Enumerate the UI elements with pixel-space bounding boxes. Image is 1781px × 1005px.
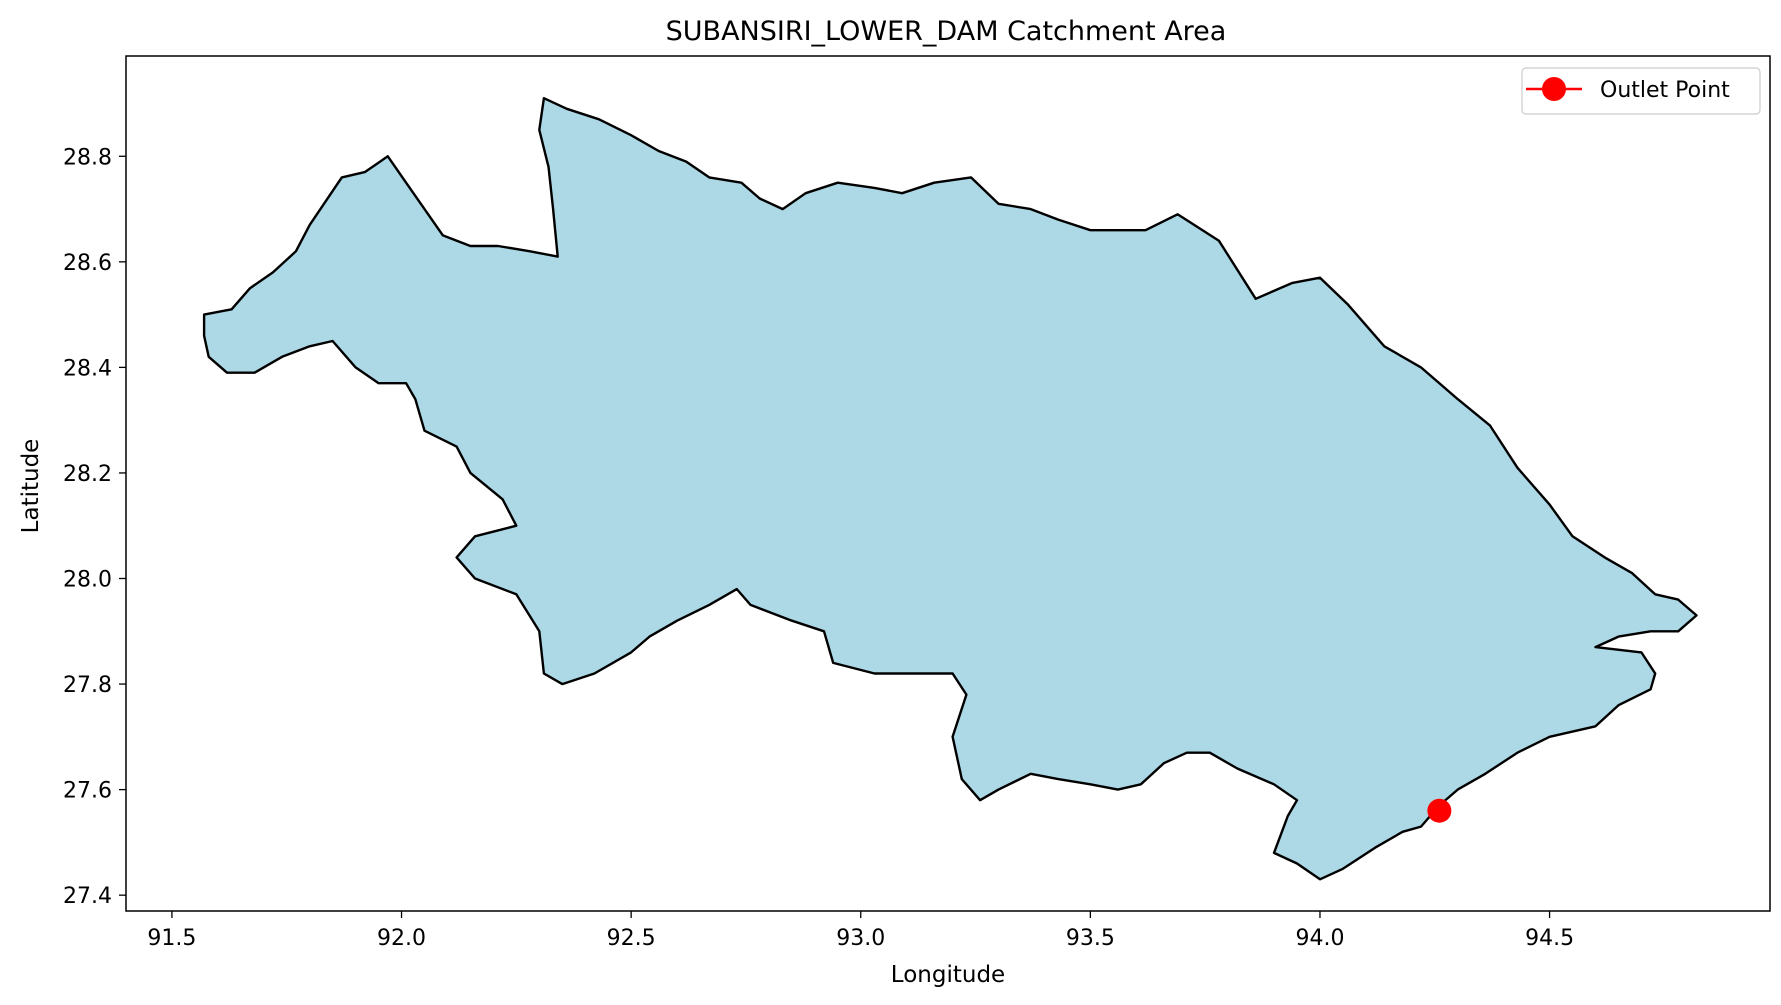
y-tick-label: 28.4 [63, 356, 112, 381]
axes-frame [125, 55, 1771, 912]
x-tick-label: 92.0 [377, 926, 426, 951]
y-tick-label: 27.4 [63, 884, 112, 909]
x-axis-ticks: 91.5 92.0 92.5 93.0 93.5 94.0 94.5 [147, 911, 1574, 951]
y-axis-ticks: 27.4 27.6 27.8 28.0 28.2 28.4 28.6 28.8 [63, 145, 126, 909]
y-tick-label: 27.8 [63, 673, 112, 698]
x-tick-label: 91.5 [147, 926, 196, 951]
legend-outlet-label: Outlet Point [1600, 78, 1730, 103]
y-tick-label: 28.6 [63, 251, 112, 276]
x-tick-label: 93.0 [836, 926, 885, 951]
y-axis-label: Latitude [18, 439, 44, 534]
x-axis-label: Longitude [891, 962, 1005, 988]
legend-outlet-marker [1542, 77, 1566, 101]
y-tick-label: 28.8 [63, 145, 112, 170]
plot-area [202, 97, 1698, 881]
y-tick-label: 28.0 [63, 568, 112, 593]
y-tick-label: 28.2 [63, 462, 112, 487]
outlet-point-marker [1427, 798, 1452, 823]
outlet-layer [1427, 798, 1452, 823]
legend-box [1521, 67, 1761, 115]
x-tick-label: 94.0 [1295, 926, 1344, 951]
y-tick-label: 27.6 [63, 779, 112, 804]
catchment-polygon [202, 97, 1698, 881]
x-tick-label: 93.5 [1066, 926, 1115, 951]
x-tick-label: 92.5 [607, 926, 656, 951]
x-tick-label: 94.5 [1525, 926, 1574, 951]
chart-title: SUBANSIRI_LOWER_DAM Catchment Area [666, 16, 1227, 47]
legend: Outlet Point [1521, 67, 1761, 115]
